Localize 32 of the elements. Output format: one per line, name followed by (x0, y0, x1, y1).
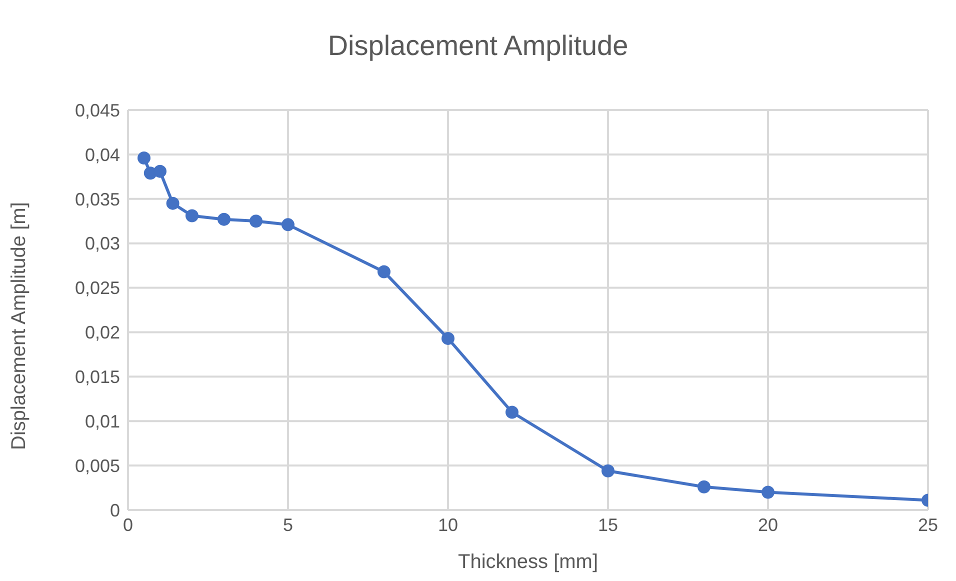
x-tick-label: 25 (918, 514, 938, 535)
point (442, 332, 454, 345)
y-tick-label: 0 (110, 500, 120, 520)
y-tick-label: 0,035 (74, 189, 120, 210)
point (186, 209, 198, 222)
x-tick-label: 20 (758, 514, 778, 535)
point (154, 164, 166, 178)
y-tick-label: 0,005 (74, 456, 120, 476)
x-tick-label: 10 (438, 514, 458, 535)
point (282, 218, 294, 232)
point (506, 406, 518, 419)
x-tick-label: 5 (282, 514, 294, 535)
point (698, 480, 710, 494)
x-tick-label: 0 (122, 514, 134, 535)
point (218, 212, 230, 226)
point (602, 464, 614, 478)
y-tick-label: 0,02 (84, 322, 120, 343)
point (250, 214, 262, 228)
point (166, 196, 180, 210)
chart-title: Displacement Amplitude (326, 29, 630, 63)
y-axis-title: Displacement Amplitude [m] (8, 202, 30, 450)
point (762, 486, 774, 499)
x-axis-title: Thickness [mm] (458, 551, 598, 573)
x-tick-label: 15 (598, 514, 618, 535)
y-tick-label: 0,015 (74, 367, 120, 388)
y-tick-label: 0,025 (74, 278, 120, 298)
y-tick-label: 0,045 (74, 100, 120, 120)
y-tick-label: 0,04 (84, 144, 120, 165)
y-tick-label: 0,01 (84, 412, 120, 432)
point (378, 265, 390, 278)
y-tick-label: 0,03 (84, 234, 120, 254)
point (138, 152, 150, 164)
